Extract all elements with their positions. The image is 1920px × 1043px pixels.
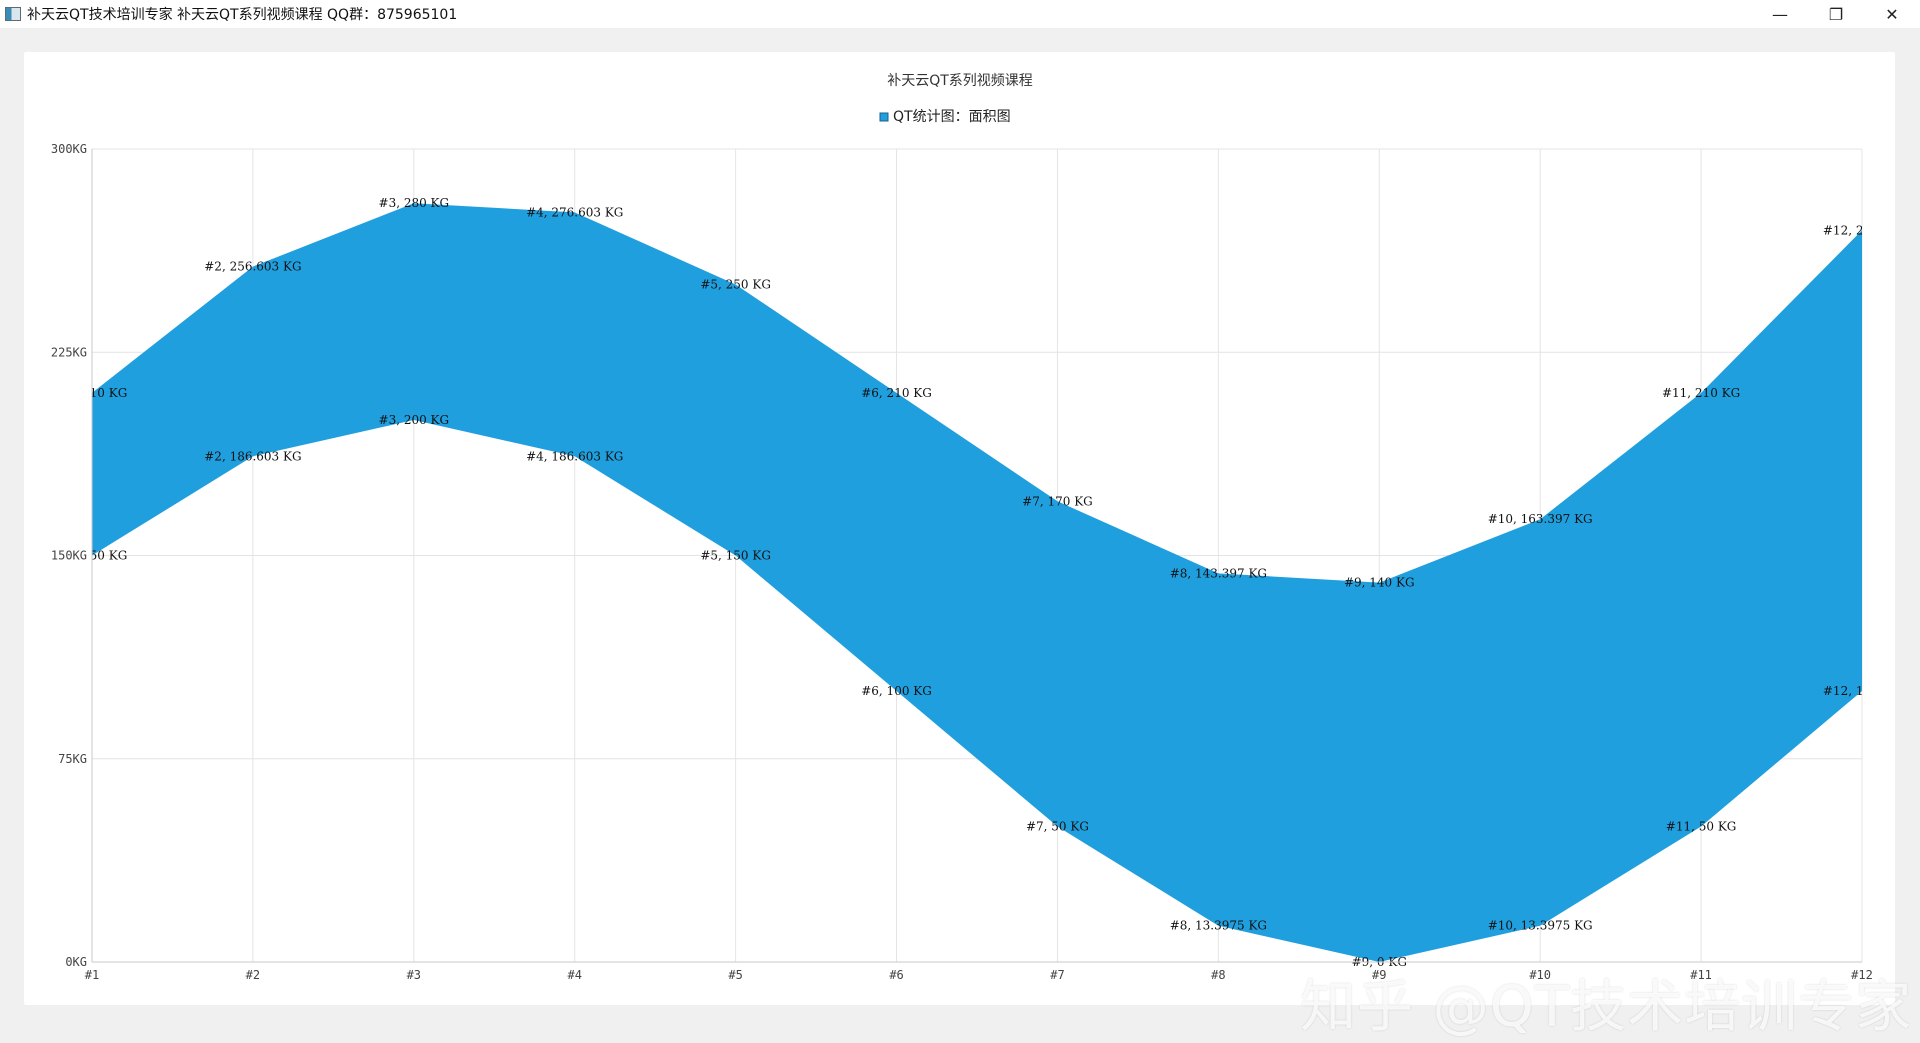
x-tick-label: #3 (407, 968, 421, 982)
x-tick-label: #4 (568, 968, 582, 982)
x-tick-label: #6 (889, 968, 903, 982)
lower-point-label: #6, 100 KG (861, 684, 932, 698)
upper-point-label: #1, 210 KG (57, 386, 128, 400)
lower-point-label: #8, 13.3975 KG (1170, 919, 1267, 933)
x-tick-label: #5 (728, 968, 742, 982)
upper-point-label: #12, 270 KG (1823, 223, 1895, 237)
lower-point-label: #2, 186.603 KG (204, 449, 301, 463)
lower-point-label: #12, 100 KG (1823, 684, 1895, 698)
upper-point-label: #6, 210 KG (861, 386, 932, 400)
lower-point-label: #1, 150 KG (57, 549, 128, 563)
upper-point-label: #5, 250 KG (700, 278, 771, 292)
upper-point-label: #10, 163.397 KG (1488, 512, 1593, 526)
y-tick-label: 150KG (51, 549, 87, 563)
x-tick-label: #1 (85, 968, 99, 982)
legend-marker (879, 112, 889, 122)
lower-point-label: #10, 13.3975 KG (1488, 919, 1593, 933)
y-tick-label: 0KG (65, 955, 87, 969)
legend-label: QT统计图：面积图 (893, 109, 1011, 125)
chart-title: 补天云QT系列视频课程 (887, 73, 1033, 89)
x-tick-label: #2 (246, 968, 260, 982)
close-button[interactable]: ✕ (1885, 4, 1899, 24)
area-fill (92, 203, 1862, 962)
x-tick-label: #9 (1372, 968, 1386, 982)
window-titlebar: 补天云QT技术培训专家 补天云QT系列视频课程 QQ群：875965101 — … (0, 0, 1920, 28)
minimize-button[interactable]: — (1772, 4, 1788, 24)
lower-point-label: #5, 150 KG (700, 549, 771, 563)
x-tick-label: #12 (1851, 968, 1873, 982)
window-title: 补天云QT技术培训专家 补天云QT系列视频课程 QQ群：875965101 (27, 7, 458, 23)
app-icon (5, 7, 21, 21)
upper-point-label: #9, 140 KG (1344, 576, 1415, 590)
y-tick-label: 75KG (58, 752, 87, 766)
y-tick-label: 300KG (51, 142, 87, 156)
x-tick-label: #10 (1529, 968, 1551, 982)
lower-point-label: #11, 50 KG (1666, 820, 1737, 834)
lower-point-label: #3, 200 KG (379, 413, 450, 427)
upper-point-label: #3, 280 KG (379, 196, 450, 210)
y-tick-label: 225KG (51, 345, 87, 359)
upper-point-label: #7, 170 KG (1022, 494, 1093, 508)
upper-point-label: #4, 276.603 KG (526, 205, 623, 219)
window-controls: — ❐ ✕ (1752, 0, 1920, 28)
upper-point-label: #2, 256.603 KG (204, 260, 301, 274)
maximize-button[interactable]: ❐ (1828, 4, 1844, 24)
area-chart: #1, 210 KG #2, 256.603 KG #3, 280 KG #4, 27… (51, 73, 1895, 982)
chart-view: #1, 210 KG #2, 256.603 KG #3, 280 KG #4, 27… (24, 52, 1911, 1040)
lower-point-label: #4, 186.603 KG (526, 449, 623, 463)
upper-point-label: #8, 143.397 KG (1170, 566, 1267, 580)
lower-point-label: #7, 50 KG (1026, 820, 1089, 834)
x-tick-label: #8 (1211, 968, 1225, 982)
x-tick-label: #11 (1690, 968, 1712, 982)
x-tick-label: #7 (1050, 968, 1064, 982)
upper-point-label: #11, 210 KG (1662, 386, 1740, 400)
